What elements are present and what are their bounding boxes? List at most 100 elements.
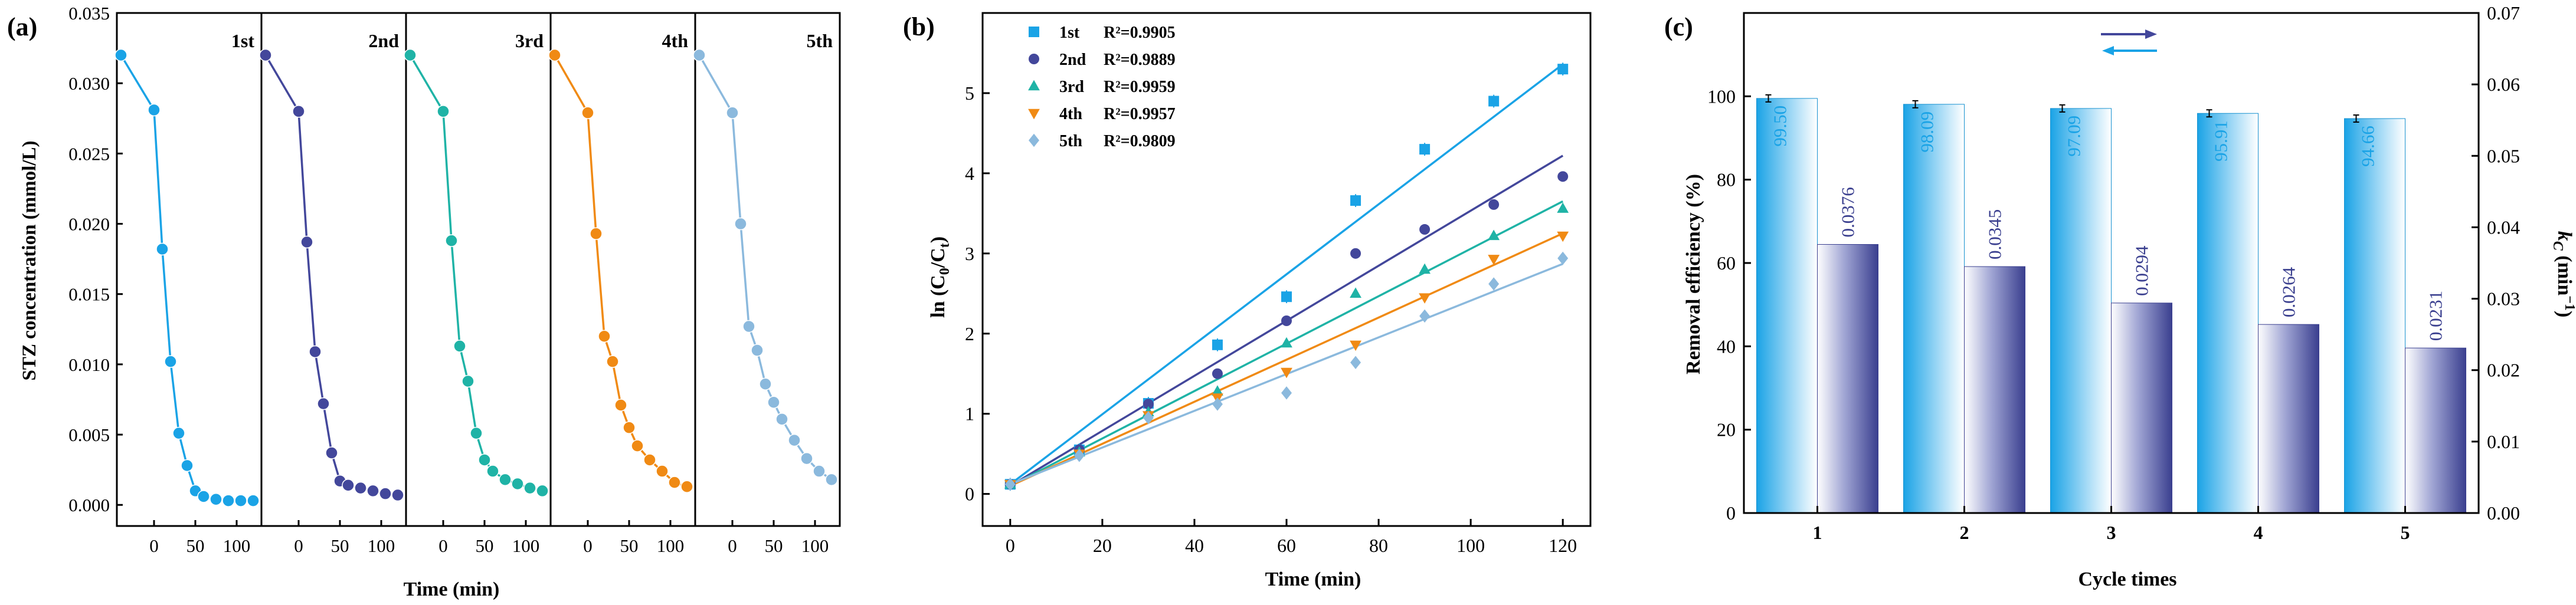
data-point bbox=[590, 227, 603, 240]
subpanel-frame bbox=[116, 12, 263, 527]
subpanel-3rd: 0 50 100 3rd bbox=[404, 12, 552, 556]
ylabel-right-k: k bbox=[2554, 231, 2575, 241]
x-tick-label: 0 bbox=[149, 535, 159, 556]
panel-b-points bbox=[1004, 63, 1569, 491]
point-1st bbox=[1557, 64, 1569, 75]
data-point bbox=[606, 355, 619, 368]
x-tick-label: 4 bbox=[2254, 522, 2263, 543]
data-point bbox=[751, 344, 764, 357]
data-point bbox=[325, 446, 338, 459]
point-5th bbox=[1281, 386, 1292, 400]
data-point bbox=[631, 439, 644, 452]
legend-marker-5th bbox=[1029, 133, 1039, 147]
panel-a-label: (a) bbox=[7, 12, 37, 41]
point-2nd bbox=[1281, 315, 1292, 326]
data-point bbox=[759, 377, 772, 391]
y-left-tick-label: 100 bbox=[1707, 86, 1736, 107]
point-3rd bbox=[1350, 287, 1361, 298]
y-tick-label: 0.035 bbox=[68, 3, 110, 24]
point-2nd bbox=[1212, 368, 1223, 379]
panel-c-x-axis-label: Cycle times bbox=[2078, 568, 2176, 590]
data-point bbox=[445, 234, 458, 247]
bar-removal-efficiency bbox=[1903, 104, 1965, 514]
point-4th bbox=[1557, 231, 1569, 242]
point-1st bbox=[1350, 195, 1361, 206]
bar-removal-efficiency bbox=[2197, 113, 2258, 514]
panel-a-subpanels: 0 50 100 1st 0 50 100 2nd 0 50 100 3rd 0 50 100 4th 0 50 1… bbox=[114, 12, 841, 556]
y-left-tick-label: 60 bbox=[1717, 252, 1736, 274]
subpanel-title: 3rd bbox=[515, 30, 544, 51]
ylabel-sub-t: t bbox=[937, 243, 953, 248]
y-tick-label: 0 bbox=[965, 484, 974, 505]
point-2nd bbox=[1419, 224, 1431, 235]
y-tick-label: 0.010 bbox=[68, 354, 110, 375]
data-point bbox=[800, 452, 813, 465]
panel-b-y-axis-label: ln (C0/Ct) bbox=[927, 236, 953, 318]
y-tick-label: 0.020 bbox=[68, 214, 110, 235]
y-tick-label: 3 bbox=[965, 243, 974, 264]
ylabel-right-unit: (min bbox=[2554, 251, 2575, 296]
y-tick-label: 0.015 bbox=[68, 284, 110, 305]
data-point bbox=[461, 374, 474, 388]
point-2nd bbox=[1350, 248, 1361, 259]
arrow-left-head bbox=[2102, 46, 2114, 55]
legend-marker-3rd bbox=[1028, 80, 1040, 91]
x-tick-label: 0 bbox=[438, 535, 448, 556]
data-point bbox=[499, 473, 512, 486]
point-1st bbox=[1488, 96, 1500, 107]
y-tick-label: 2 bbox=[965, 323, 974, 344]
point-4th bbox=[1488, 255, 1500, 265]
bar-value-label: 99.50 bbox=[1770, 106, 1791, 147]
data-point bbox=[680, 480, 693, 494]
data-point bbox=[222, 494, 235, 507]
point-5th bbox=[1143, 411, 1154, 425]
panel-a: (a) STZ concentration (mmol/L) Time (min… bbox=[7, 3, 841, 600]
y-tick-label: 5 bbox=[965, 83, 974, 104]
panel-c-label: (c) bbox=[1664, 12, 1693, 41]
data-point bbox=[548, 48, 561, 62]
bar-value-label: 0.0231 bbox=[2426, 291, 2446, 341]
ylabel-part-ln: ln (C bbox=[927, 275, 949, 318]
bar-removal-efficiency bbox=[2344, 118, 2405, 514]
bar-value-label: 98.09 bbox=[1917, 111, 1937, 153]
panel-a-x-axis-label: Time (min) bbox=[404, 578, 500, 600]
bar-value-label: 0.0264 bbox=[2279, 267, 2299, 317]
legend-r2: R²=0.9957 bbox=[1104, 105, 1176, 123]
x-tick-label: 3 bbox=[2107, 522, 2116, 543]
y-right-tick-label: 0.00 bbox=[2487, 502, 2520, 524]
panel-b-x-axis-label: Time (min) bbox=[1265, 568, 1361, 590]
data-point bbox=[767, 396, 780, 409]
data-point bbox=[523, 481, 536, 495]
data-point bbox=[379, 487, 392, 500]
y-right-tick-label: 0.05 bbox=[2487, 145, 2520, 166]
bar-value-label: 97.09 bbox=[2064, 116, 2084, 157]
panel-c: (c) Removal efficiency (%) kC (min−1) Cy… bbox=[1664, 2, 2576, 590]
point-1st bbox=[1419, 144, 1431, 155]
y-right-tick-label: 0.02 bbox=[2487, 360, 2520, 381]
arrow-right-head bbox=[2145, 29, 2157, 39]
series-line bbox=[698, 54, 832, 481]
data-point bbox=[643, 453, 656, 466]
subpanel-4th: 0 50 100 4th bbox=[548, 12, 696, 556]
y-right-tick-label: 0.06 bbox=[2487, 74, 2520, 95]
point-5th bbox=[1419, 309, 1431, 323]
bar-value-label: 94.66 bbox=[2358, 126, 2378, 167]
subpanel-frame bbox=[549, 12, 696, 527]
data-point bbox=[742, 320, 755, 333]
y-right-tick-label: 0.04 bbox=[2487, 216, 2520, 238]
subpanel-frame bbox=[405, 12, 552, 527]
point-1st bbox=[1281, 291, 1292, 302]
x-tick-label: 50 bbox=[765, 535, 783, 556]
data-point bbox=[734, 217, 747, 231]
legend-series-name: 5th bbox=[1059, 132, 1082, 150]
legend-marker-4th bbox=[1028, 108, 1040, 120]
data-point bbox=[366, 484, 379, 498]
data-point bbox=[309, 345, 322, 359]
data-point bbox=[300, 235, 313, 249]
legend-r2: R²=0.9889 bbox=[1104, 51, 1176, 69]
data-point bbox=[486, 465, 499, 478]
data-point bbox=[470, 426, 483, 440]
point-4th bbox=[1350, 340, 1361, 351]
